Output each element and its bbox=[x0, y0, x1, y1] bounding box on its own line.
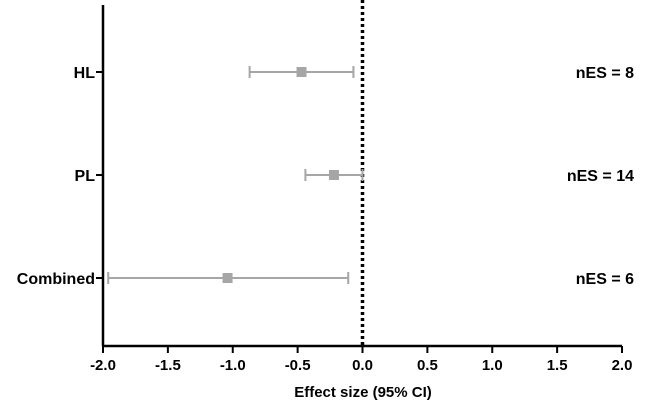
plot-marks: nES = 8 nES = 14 nES = 6 bbox=[107, 65, 634, 288]
x-tick-label: -0.5 bbox=[285, 357, 311, 374]
x-tick-label: 0.5 bbox=[417, 357, 438, 374]
x-tick-label: -1.5 bbox=[155, 357, 181, 374]
category-label: HL bbox=[74, 65, 96, 82]
x-tick-label: 1.0 bbox=[482, 357, 503, 374]
point-estimate bbox=[328, 170, 339, 180]
x-axis-title: Effect size (95% CI) bbox=[294, 384, 432, 401]
point-estimate bbox=[296, 67, 307, 77]
category-label: Combined bbox=[17, 271, 95, 288]
nes-annotation: nES = 14 bbox=[567, 168, 634, 185]
nes-annotation: nES = 8 bbox=[576, 65, 634, 82]
x-tick-label: -1.0 bbox=[220, 357, 246, 374]
nes-annotation: nES = 6 bbox=[576, 271, 634, 288]
point-estimate bbox=[222, 273, 233, 283]
x-tick-label: 2.0 bbox=[612, 357, 633, 374]
x-tick-label: 1.5 bbox=[547, 357, 568, 374]
axes: -2.0 -1.5 -1.0 -0.5 0.0 0.5 1.0 1.5 2.0 HL PL Combi… bbox=[17, 0, 633, 374]
category-label: PL bbox=[75, 168, 96, 185]
x-tick-label: 0.0 bbox=[352, 357, 373, 374]
x-tick-label: -2.0 bbox=[90, 357, 116, 374]
